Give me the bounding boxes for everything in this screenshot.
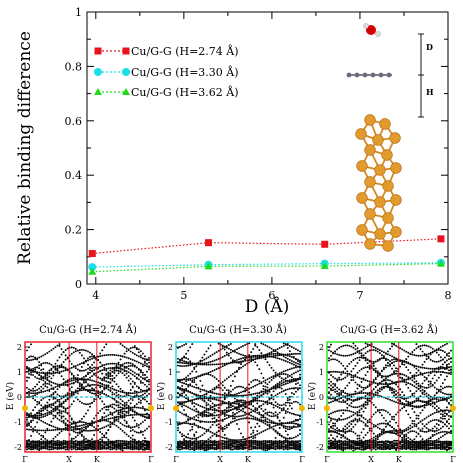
legend-label-0: Cu/G-G (H=2.74 Å) — [131, 44, 239, 58]
band-y-tick-label-2: 0 — [17, 393, 22, 402]
band-panel-ylabel: E (eV) — [307, 382, 318, 410]
band-x-tick-label-2: K — [94, 455, 101, 463]
gamma-marker-left — [173, 405, 179, 412]
band-panel-h274: Cu/G-G (H=2.74 Å) E (eV) 210-1-2Γ X K Γ — [5, 324, 154, 463]
band-y-tick-label-1: 1 — [168, 368, 173, 377]
band-panel-h362: Cu/G-G (H=3.62 Å) E (eV) 210-1-2Γ X K Γ — [307, 324, 456, 463]
main-chart: 4 5 6 7 8 0 0.2 0.4 0.6 0.8 1 Relative binding dif… — [15, 6, 452, 317]
series-0-point-3 — [437, 235, 445, 243]
legend-label-2: Cu/G-G (H=3.62 Å) — [131, 85, 239, 99]
x-tick-label-4: 8 — [445, 289, 452, 302]
legend: Cu/G-G (H=2.74 Å) Cu/G-G (H=3.30 Å) Cu/G… — [94, 44, 239, 99]
band-x-tick-label-3: Γ — [148, 455, 154, 463]
y-tick-label-3: 0.6 — [65, 115, 83, 128]
series-line-2 — [92, 263, 441, 273]
band-y-tick-label-4: -2 — [14, 443, 22, 452]
band-y-tick-label-0: 2 — [17, 343, 22, 352]
series-1-point-0 — [88, 263, 97, 272]
band-x-tick-label-0: Γ — [22, 455, 28, 463]
band-x-tick-label-3: Γ — [450, 455, 456, 463]
gamma-marker-right — [148, 405, 154, 412]
band-y-tick-label-3: -1 — [14, 418, 22, 427]
band-x-tick-label-1: X — [368, 455, 374, 463]
band-x-tick-label-1: X — [66, 455, 72, 463]
y-tick-label-1: 0.2 — [65, 224, 83, 237]
band-panel-title: Cu/G-G (H=2.74 Å) — [39, 324, 137, 336]
band-x-tick-label-2: K — [245, 455, 252, 463]
band-x-tick-label-2: K — [396, 455, 403, 463]
graphene-layer-icon — [346, 72, 392, 78]
inset-label-h: H — [426, 87, 434, 97]
band-dots — [327, 342, 453, 452]
x-tick-label-0: 4 — [92, 289, 99, 302]
gamma-marker-right — [299, 405, 305, 412]
y-tick-label-4: 0.8 — [65, 60, 83, 73]
band-y-tick-label-3: -1 — [165, 418, 173, 427]
distance-markers: D H — [418, 33, 434, 118]
y-tick-label-5: 1 — [75, 6, 82, 19]
band-x-tick-label-0: Γ — [324, 455, 330, 463]
series-line-0 — [92, 238, 441, 255]
band-y-tick-label-3: -1 — [316, 418, 324, 427]
band-x-tick-label-3: Γ — [299, 455, 305, 463]
band-y-tick-label-0: 2 — [168, 343, 173, 352]
main-series-lines — [92, 238, 441, 273]
legend-item-2: Cu/G-G (H=3.62 Å) — [94, 85, 239, 99]
band-y-tick-label-2: 0 — [168, 393, 173, 402]
series-2-point-3 — [436, 259, 445, 267]
x-tick-label-2: 6 — [268, 289, 275, 302]
x-tick-label-1: 5 — [180, 289, 187, 302]
band-y-tick-label-4: -2 — [316, 443, 324, 452]
inset-label-d: D — [426, 42, 433, 52]
gamma-marker-left — [22, 405, 28, 412]
series-2-point-0 — [88, 267, 97, 275]
band-x-tick-label-0: Γ — [173, 455, 179, 463]
inset-structure: D H — [346, 23, 434, 252]
series-0-point-1 — [205, 239, 213, 247]
band-dots — [176, 342, 302, 452]
series-0-point-0 — [88, 250, 96, 258]
band-panel-title: Cu/G-G (H=3.30 Å) — [189, 324, 287, 336]
band-panel-ylabel: E (eV) — [5, 382, 16, 410]
gamma-marker-right — [450, 405, 456, 412]
band-panel-ylabel: E (eV) — [156, 382, 167, 410]
legend-label-1: Cu/G-G (H=3.30 Å) — [131, 65, 239, 79]
series-2-point-2 — [320, 262, 329, 270]
main-series-markers — [88, 235, 445, 275]
band-y-tick-label-4: -2 — [165, 443, 173, 452]
molecule-icon — [363, 23, 381, 37]
band-panel-h330: Cu/G-G (H=3.30 Å) E (eV) 210-1-2Γ X K Γ — [156, 324, 305, 463]
band-y-tick-label-0: 2 — [319, 343, 324, 352]
band-y-tick-label-1: 1 — [319, 368, 324, 377]
y-tick-label-2: 0.4 — [65, 169, 83, 182]
series-line-1 — [92, 262, 441, 268]
band-y-tick-label-1: 1 — [17, 368, 22, 377]
main-ticks: 4 5 6 7 8 0 0.2 0.4 0.6 0.8 1 — [65, 6, 452, 302]
x-axis-label: D (Å) — [245, 296, 290, 317]
gamma-marker-left — [324, 405, 330, 412]
band-x-tick-label-1: X — [217, 455, 223, 463]
band-y-tick-label-2: 0 — [319, 393, 324, 402]
series-0-point-2 — [321, 240, 329, 248]
legend-item-0: Cu/G-G (H=2.74 Å) — [94, 44, 239, 58]
series-2-point-1 — [204, 262, 213, 270]
y-tick-label-0: 0 — [75, 278, 82, 291]
x-tick-label-3: 7 — [356, 289, 363, 302]
copper-cluster-icon — [355, 114, 402, 252]
band-panel-title: Cu/G-G (H=3.62 Å) — [340, 324, 438, 336]
legend-item-1: Cu/G-G (H=3.30 Å) — [94, 65, 239, 79]
y-axis-label: Relative binding difference — [15, 31, 35, 265]
